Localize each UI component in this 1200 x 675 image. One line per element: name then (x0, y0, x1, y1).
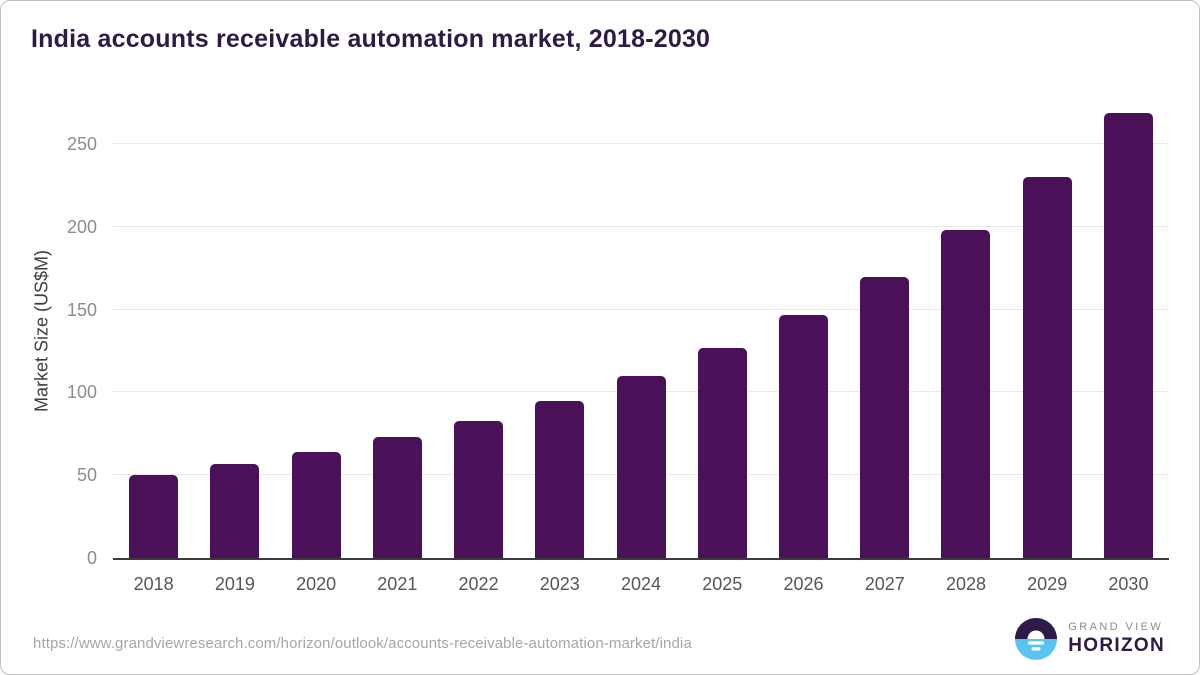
bar-slot: 2027 (844, 101, 925, 594)
x-tick-label: 2021 (377, 574, 418, 594)
bar-2024 (616, 375, 666, 558)
bar-slot: 2019 (194, 101, 275, 594)
x-tick-label: 2018 (133, 574, 174, 594)
y-tick-label: 100 (66, 382, 97, 403)
logo-horizon-text: HORIZON (1068, 635, 1165, 656)
bar-slot: 2026 (763, 101, 844, 594)
bar-2020 (291, 452, 341, 558)
gridline (113, 143, 1169, 145)
y-tick-label: 0 (86, 548, 97, 568)
x-tick-label: 2027 (864, 574, 905, 594)
x-tick-label: 2026 (783, 574, 824, 594)
bars-container: 2018 2019 2020 2021 2022 2023 2024 2025 2026 2027… (113, 101, 1169, 594)
bar-2028 (941, 230, 991, 558)
bar-2018 (129, 475, 179, 558)
x-tick-label: 2028 (945, 574, 986, 594)
x-tick-label: 2029 (1027, 574, 1068, 594)
bar-2025 (697, 347, 747, 558)
x-tick-label: 2030 (1108, 574, 1149, 594)
bar-2022 (454, 420, 504, 558)
grand-view-horizon-logo: GRAND VIEW HORIZON (1014, 617, 1165, 661)
bar-2026 (778, 314, 828, 558)
logo-wordmark: GRAND VIEW HORIZON (1068, 621, 1165, 657)
bar-slot: 2028 (925, 101, 1006, 594)
bar-slot: 2024 (600, 101, 681, 594)
bar-slot: 2018 (113, 101, 194, 594)
x-tick-label: 2020 (296, 574, 337, 594)
bar-slot: 2025 (682, 101, 763, 594)
y-tick-label: 200 (66, 216, 97, 237)
bar-slot: 2021 (357, 101, 438, 594)
bar-slot: 2030 (1088, 101, 1169, 594)
bar-2023 (535, 400, 585, 558)
x-tick-label: 2022 (458, 574, 499, 594)
horizon-logo-icon (1015, 618, 1058, 660)
y-tick-label: 150 (66, 299, 97, 320)
y-tick-label: 50 (76, 465, 97, 486)
y-tick-label: 250 (66, 134, 97, 155)
bar-slot: 2029 (1007, 101, 1088, 594)
bar-2030 (1103, 112, 1153, 558)
x-tick-label: 2024 (621, 574, 662, 594)
bar-2021 (372, 437, 422, 558)
bar-2029 (1022, 177, 1072, 558)
x-tick-label: 2023 (539, 574, 580, 594)
gridline (113, 308, 1169, 310)
bar-slot: 2023 (519, 101, 600, 594)
plot-area: 0 50 100 150 200 250 2018 2019 2020 2021 2022 2023 2… (67, 101, 1169, 594)
bar-slot: 2022 (438, 101, 519, 594)
x-tick-label: 2025 (702, 574, 743, 594)
bar-slot: 2020 (275, 101, 356, 594)
x-tick-label: 2019 (214, 574, 255, 594)
logo-grand-view-text: GRAND VIEW (1068, 621, 1164, 633)
bar-2019 (210, 463, 260, 558)
chart-title: India accounts receivable automation mar… (31, 25, 711, 53)
source-url: https://www.grandviewresearch.com/horizo… (33, 635, 692, 652)
gridline (113, 225, 1169, 227)
bar-2027 (860, 276, 910, 558)
